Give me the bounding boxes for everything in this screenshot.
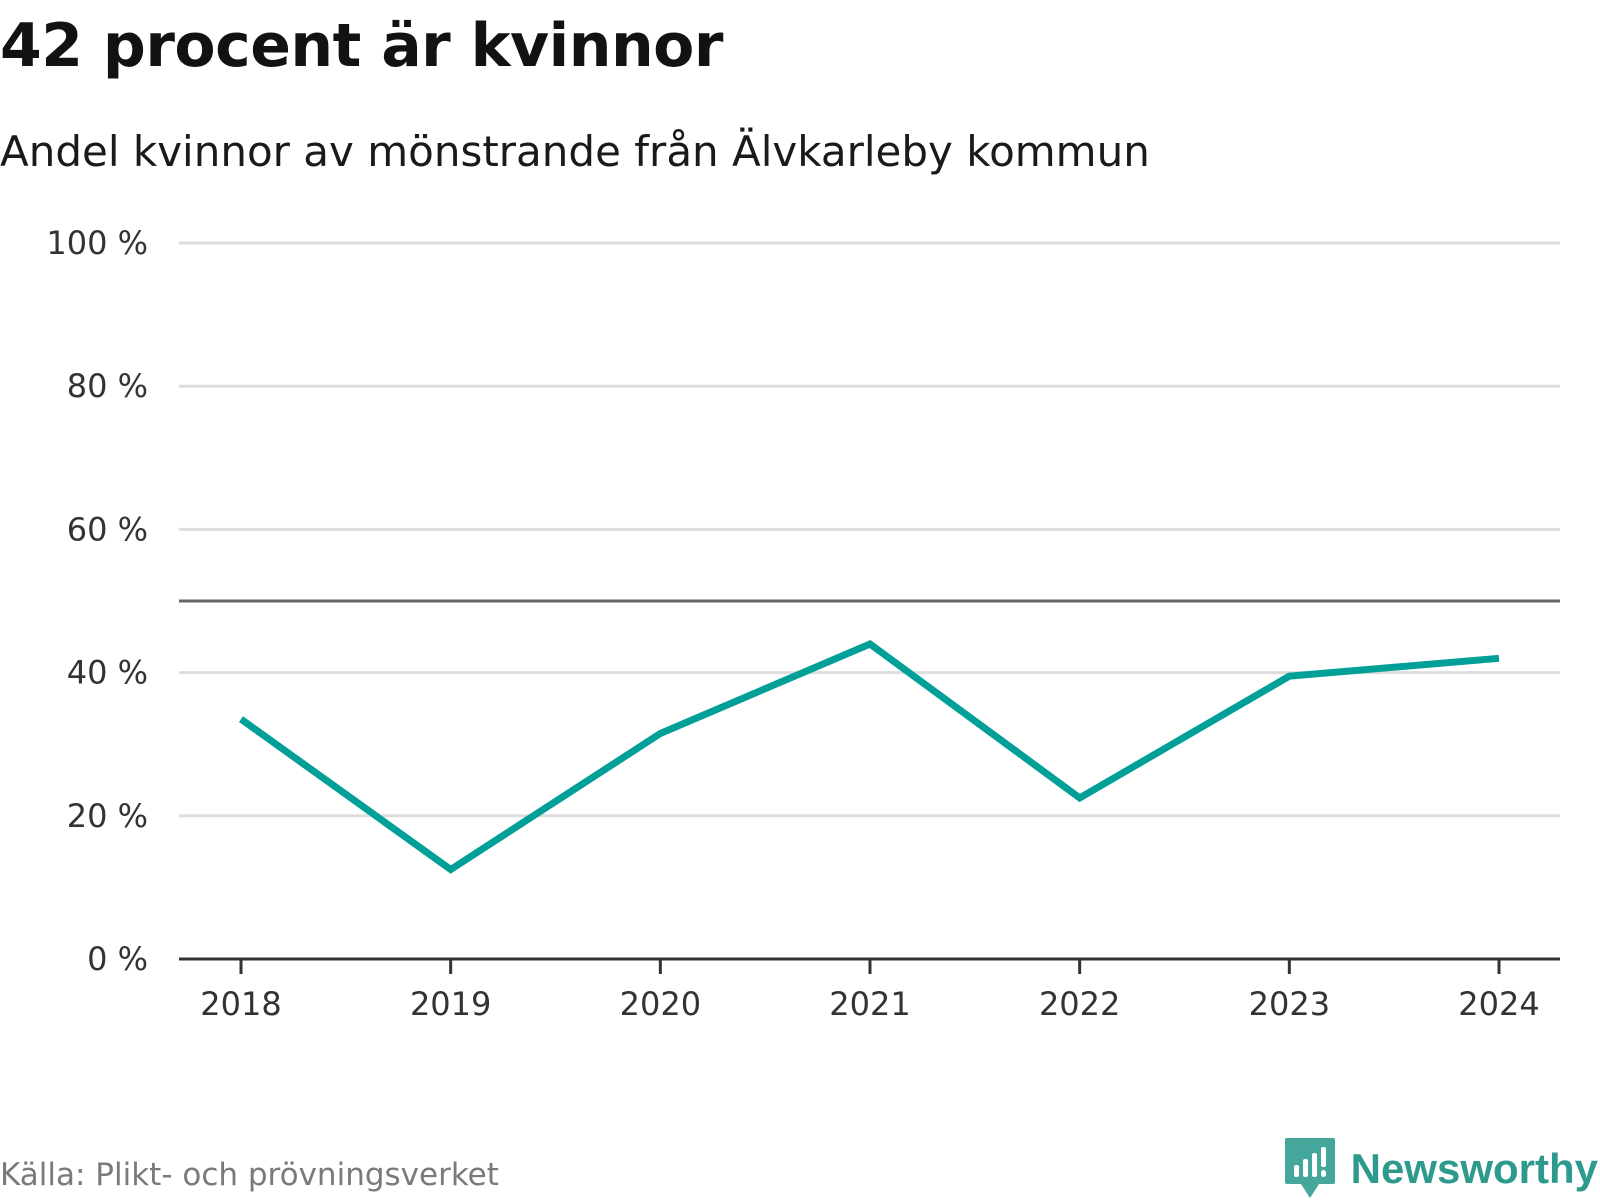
series-group [238, 639, 1500, 874]
x-tick-label: 2024 [1458, 985, 1539, 1023]
gridlines [179, 241, 1560, 818]
x-tick-label: 2023 [1249, 985, 1330, 1023]
x-tick-label: 2019 [410, 985, 491, 1023]
y-tick-label: 0 % [87, 940, 148, 978]
x-tick-label: 2018 [200, 985, 281, 1023]
y-tick-label: 40 % [67, 654, 148, 692]
x-tick-label: 2022 [1039, 985, 1120, 1023]
brand-logo-group: Newsworthy [1284, 1138, 1598, 1200]
y-tick-label: 80 % [67, 367, 148, 405]
newsworthy-logo-icon [1284, 1138, 1335, 1198]
x-tick-label: 2021 [829, 985, 910, 1023]
chart-title: 42 procent är kvinnor [0, 11, 723, 81]
chart-subtitle: Andel kvinnor av mönstrande från Älvkarl… [0, 127, 1150, 176]
y-axis-labels: 0 % 20 % 40 % 60 % 80 % 100 % [46, 224, 148, 978]
x-tick-label: 2020 [620, 985, 701, 1023]
source-note: Källa: Plikt- och prövningsverket [0, 1157, 499, 1193]
y-tick-label: 100 % [46, 224, 148, 262]
x-axis-labels: 2018 2019 2020 2021 2022 2023 2024 [200, 985, 1539, 1023]
y-tick-label: 20 % [67, 797, 148, 835]
x-axis [179, 957, 1560, 974]
y-tick-label: 60 % [67, 510, 148, 548]
series-line [238, 639, 1500, 874]
brand-name: Newsworthy [1350, 1145, 1598, 1192]
